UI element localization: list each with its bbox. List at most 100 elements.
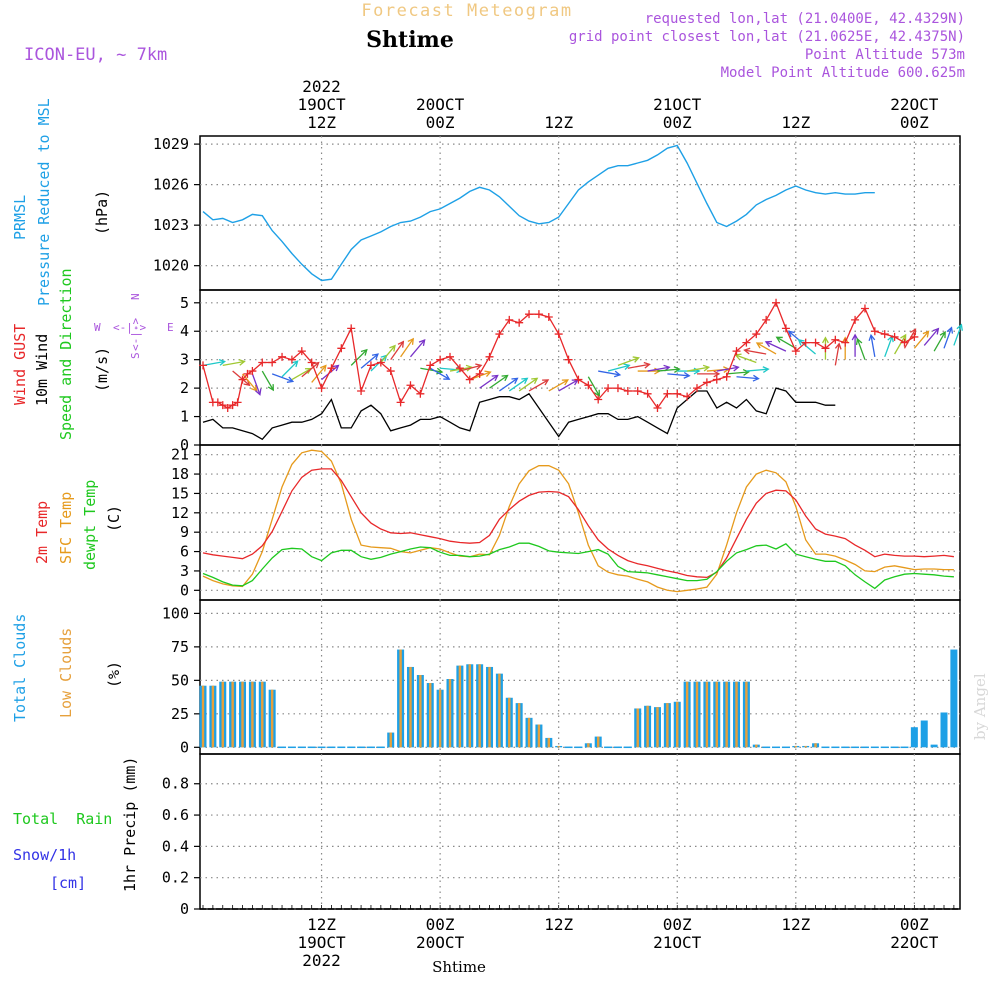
wind-direction-arrow	[222, 360, 245, 367]
total-cloud-bar	[910, 727, 918, 748]
gust-marker	[534, 310, 543, 319]
snow-label: Snow/1h	[13, 846, 76, 864]
wind-direction-arrow	[953, 324, 963, 346]
low-cloud-bar	[715, 681, 718, 748]
gust-marker	[258, 358, 267, 367]
gust-marker	[327, 364, 336, 373]
gust-marker	[475, 369, 484, 378]
wind-arrow-head	[775, 336, 783, 343]
wind-arrow-head	[360, 348, 368, 356]
gust-marker	[199, 361, 207, 370]
wind-arrow-head	[841, 336, 849, 344]
gust-marker	[890, 332, 899, 341]
model-altitude: Model Point Altitude 600.625m	[721, 65, 965, 81]
low-cloud-bar	[231, 681, 234, 748]
credit-watermark: by Angel	[971, 673, 989, 740]
y-tick-label: 3	[180, 351, 189, 369]
wind-direction-arrow	[834, 343, 840, 366]
page-title: Shtime	[366, 27, 454, 53]
wind-arrow-head	[855, 337, 863, 346]
low-cloud-bar	[695, 681, 699, 748]
wind-direction-arrow	[261, 370, 274, 391]
gust-marker	[297, 347, 306, 356]
wind-arrow-head	[713, 370, 721, 378]
y-tick-label: 18	[171, 465, 189, 483]
gust-marker	[831, 335, 840, 344]
wind10-line	[202, 387, 836, 441]
wind-arrow-head	[752, 374, 760, 382]
gust-marker	[416, 389, 425, 398]
gust-marker	[485, 352, 494, 361]
gust-marker	[772, 298, 781, 307]
gust-marker	[564, 355, 573, 364]
time-label-bottom: 00Z	[426, 915, 455, 934]
time-label-bottom: 00Z	[663, 915, 692, 934]
time-label-bottom: 2022	[302, 951, 341, 970]
wind-arrow-head	[561, 379, 570, 386]
low-cloud-bar	[438, 689, 442, 748]
wind-direction-arrow	[798, 339, 816, 355]
low-cloud-bar	[705, 681, 709, 748]
wind-arrow-head	[254, 388, 262, 396]
wind-direction-arrow	[429, 367, 450, 380]
time-label-top: 22OCT	[890, 95, 939, 114]
gust-marker	[604, 384, 613, 393]
y-tick-label: 75	[171, 638, 189, 656]
wind-direction-arrow	[232, 370, 250, 386]
time-label-top: 2022	[302, 77, 341, 96]
gust-marker	[910, 332, 919, 341]
low-cloud-bar	[676, 701, 679, 748]
wind-direction-arrow	[756, 342, 777, 355]
wind-arrow-head	[900, 333, 907, 341]
wind-speeddir-label: Speed and Direction	[57, 268, 75, 440]
gust-marker	[762, 315, 771, 324]
wind-arrow-head	[632, 356, 640, 363]
panel-frames	[199, 135, 961, 910]
low-cloud-bar	[409, 666, 412, 748]
wind-arrow-head	[932, 327, 940, 335]
wind-direction-arrow	[736, 376, 759, 380]
wind-arrow-head	[755, 342, 764, 349]
wind-arrow-head	[407, 337, 414, 345]
gust-marker	[278, 352, 287, 361]
gust-marker	[673, 389, 682, 398]
gust-marker	[436, 355, 445, 364]
low-cloud-bar	[685, 681, 689, 748]
gust-marker	[455, 364, 464, 373]
gust-marker	[693, 384, 701, 393]
low-cloud-bar	[794, 745, 797, 748]
gust-marker	[752, 330, 761, 339]
low-cloud-bar	[419, 674, 422, 748]
gust-marker	[495, 330, 504, 339]
wind-direction-arrow	[311, 365, 327, 383]
wind-arrow-head	[623, 363, 631, 370]
model-label: ICON-EU, ~ 7km	[24, 45, 167, 65]
time-label-top: 00Z	[663, 113, 692, 132]
gust-marker	[223, 404, 232, 413]
compass-s: S	[129, 352, 142, 359]
low-cloud-bar	[270, 689, 274, 748]
gust-marker	[386, 367, 395, 376]
low-cloud-bar	[745, 681, 748, 748]
compass-w: W	[94, 321, 101, 334]
cloud-panel-frame	[199, 599, 961, 755]
y-tick-label: 12	[171, 504, 189, 522]
gust-marker	[287, 355, 296, 364]
gust-marker	[357, 386, 366, 395]
wind-arrow-head	[683, 371, 691, 379]
wind-arrow-head	[868, 333, 876, 342]
wind-direction-arrow	[380, 345, 396, 363]
gust-marker	[426, 361, 435, 370]
y-tick-label: 0.4	[162, 837, 189, 855]
gust-marker	[791, 347, 800, 356]
pressure-desc-label: Pressure Reduced to MSL	[35, 98, 53, 306]
low-cloud-bar	[468, 664, 471, 748]
wind-arrow-head	[443, 373, 451, 380]
gust-label: Wind GUST	[11, 324, 29, 405]
wind-direction-arrow	[746, 368, 769, 372]
time-label-bottom: 19OCT	[297, 933, 346, 952]
t2m-line	[202, 468, 954, 579]
wind-arrow-head	[946, 326, 954, 334]
